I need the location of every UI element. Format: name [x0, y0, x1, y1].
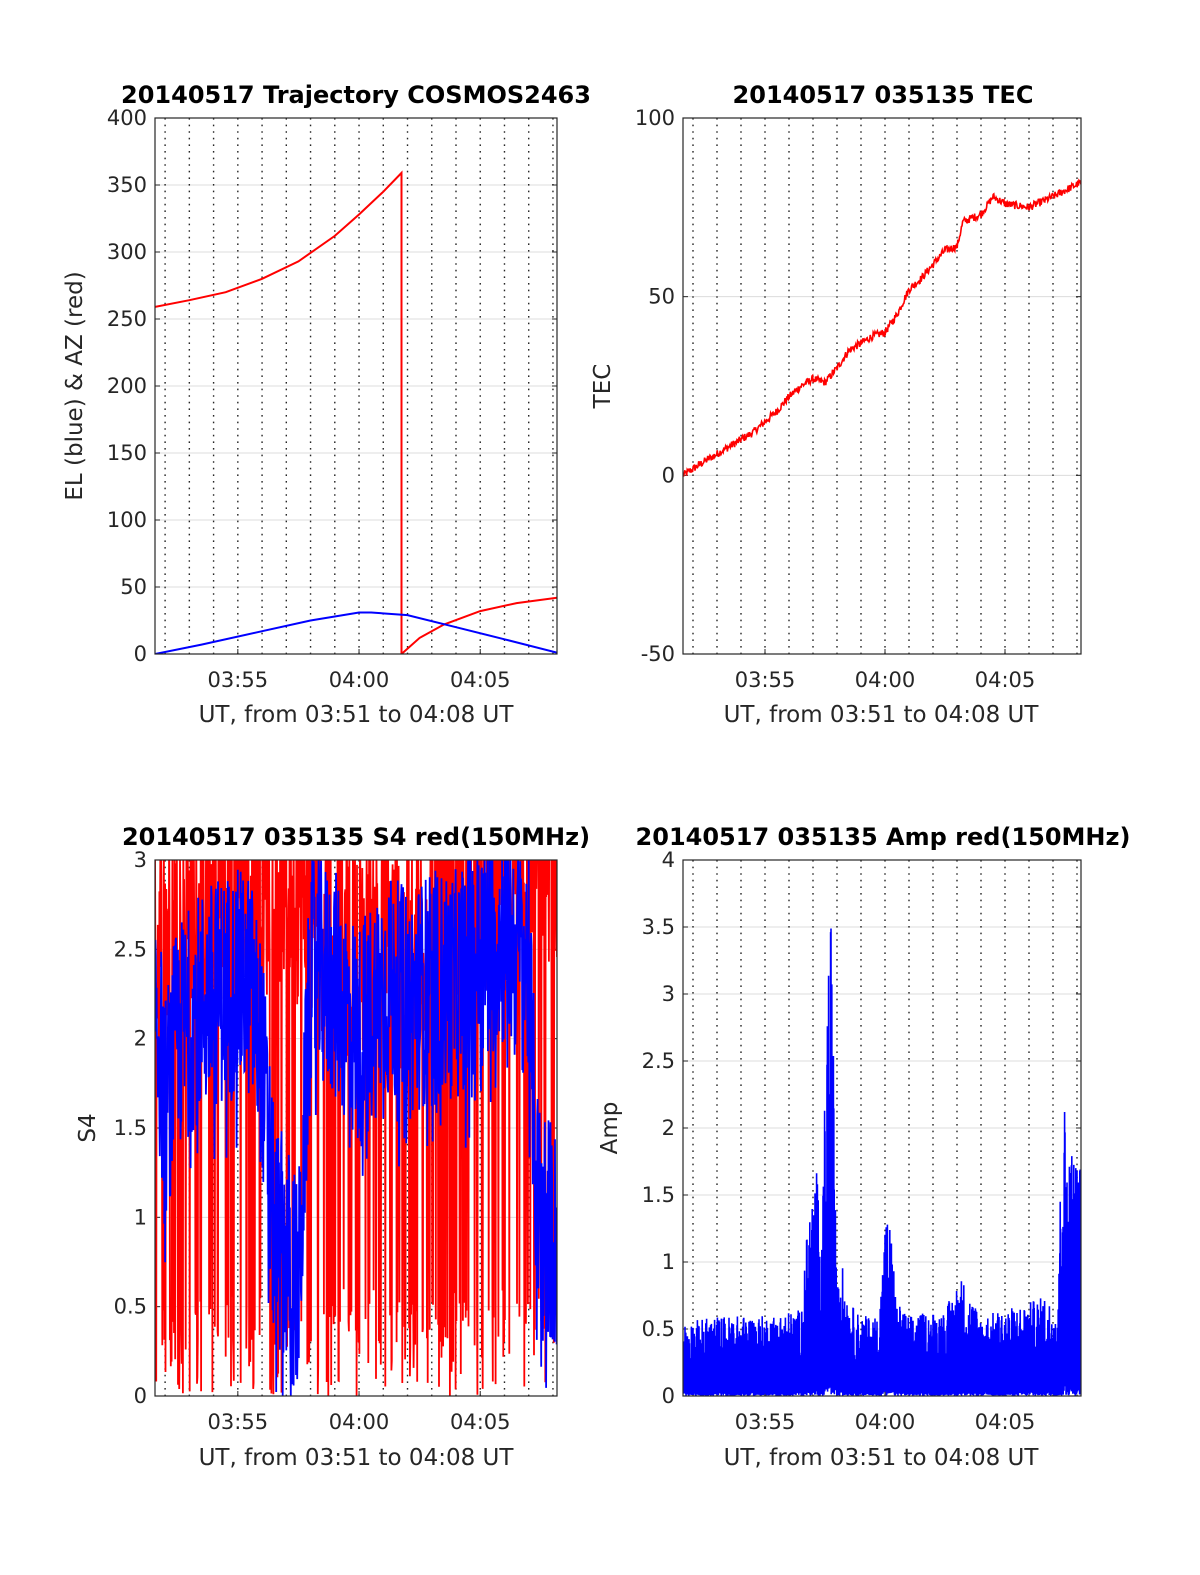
trajectory-series-0-line [400, 596, 557, 654]
tec-axes-box [682, 117, 1082, 655]
amp-ytick-label: 1 [662, 1250, 675, 1274]
tec-ylabel: TEC [590, 364, 616, 410]
s4-xtick-label: 04:00 [329, 1410, 390, 1434]
trajectory-ytick-label: 0 [134, 642, 147, 666]
amp-ytick-label: 3 [662, 982, 675, 1006]
tec-xlabel: UT, from 03:51 to 04:08 UT [724, 702, 1040, 728]
amp-xtick-label: 03:55 [735, 1410, 796, 1434]
s4-ytick-label: 3 [134, 848, 147, 872]
amp-xlabel: UT, from 03:51 to 04:08 UT [724, 1445, 1040, 1471]
amp-ytick-label: 2.5 [642, 1049, 675, 1073]
tec-ytick-label: 100 [635, 106, 675, 130]
amp-ytick-label: 4 [662, 848, 675, 872]
trajectory-ytick-label: 300 [107, 240, 147, 264]
amp-xtick-label: 04:00 [855, 1410, 916, 1434]
tec-xtick-label: 04:05 [975, 668, 1036, 692]
trajectory-ytick-label: 400 [107, 106, 147, 130]
tec-title: 20140517 035135 TEC [733, 81, 1034, 109]
tec-series [683, 178, 1081, 477]
trajectory-ytick-label: 100 [107, 508, 147, 532]
s4-ytick-label: 0.5 [114, 1295, 147, 1319]
s4-plot-area [155, 860, 557, 1396]
trajectory-panel: 20140517 Trajectory COSMOS2463 0 50 100 150… [62, 81, 591, 728]
amp-plot-area [683, 928, 1081, 1396]
amp-xtick-label: 04:05 [975, 1410, 1036, 1434]
s4-panel: 20140517 035135 S4 red(150MHz) 0 0.5 1 1.5 2… [75, 823, 590, 1471]
amp-ytick-label: 2 [662, 1116, 675, 1140]
trajectory-ytick-label: 350 [107, 173, 147, 197]
s4-series-0-line [155, 860, 557, 1396]
trajectory-ytick-label: 200 [107, 374, 147, 398]
s4-xtick-label: 03:55 [208, 1410, 269, 1434]
tec-xtick-label: 03:55 [735, 668, 796, 692]
s4-ytick-label: 2 [134, 1027, 147, 1051]
tec-ytick-label: 0 [662, 463, 675, 487]
trajectory-ytick-label: 150 [107, 441, 147, 465]
amp-ytick-label: 3.5 [642, 915, 675, 939]
trajectory-ticks: 0 50 100 150 200 250 300 350 400 03:55 04:00 04:05 [107, 106, 557, 692]
trajectory-xtick-label: 04:05 [450, 668, 511, 692]
amp-ylabel: Amp [597, 1102, 623, 1155]
tec-ytick-label: -50 [641, 642, 675, 666]
s4-ytick-label: 1 [134, 1205, 147, 1229]
trajectory-grid [155, 117, 557, 655]
trajectory-series-0-line [155, 170, 403, 654]
tec-ytick-label: 50 [648, 285, 675, 309]
trajectory-ytick-label: 250 [107, 307, 147, 331]
amp-series [683, 928, 1081, 1396]
trajectory-ytick-label: 50 [120, 575, 147, 599]
s4-ytick-label: 1.5 [114, 1116, 147, 1140]
amp-title: 20140517 035135 Amp red(150MHz) [636, 823, 1131, 851]
s4-ytick-label: 2.5 [114, 937, 147, 961]
tec-ticks: -50 0 50 100 03:55 04:00 04:05 [635, 106, 1081, 692]
s4-axes-box [154, 859, 558, 1397]
trajectory-title: 20140517 Trajectory COSMOS2463 [121, 81, 591, 109]
amp-ytick-label: 1.5 [642, 1183, 675, 1207]
tec-series-0-line [683, 178, 1081, 477]
trajectory-xtick-label: 04:00 [329, 668, 390, 692]
trajectory-xtick-label: 03:55 [208, 668, 269, 692]
s4-ytick-label: 0 [134, 1384, 147, 1408]
s4-ylabel: S4 [75, 1113, 101, 1142]
trajectory-series-1-line [155, 611, 557, 654]
trajectory-series [155, 170, 557, 654]
amp-axes-box [682, 859, 1082, 1397]
trajectory-ylabel: EL (blue) & AZ (red) [62, 271, 88, 500]
tec-plot-area [683, 178, 1081, 477]
amp-ticks: 0 0.5 1 1.5 2 2.5 3 3.5 4 03:55 04:00 04:05 [642, 848, 1081, 1434]
s4-xtick-label: 04:05 [450, 1410, 511, 1434]
trajectory-xlabel: UT, from 03:51 to 04:08 UT [199, 702, 515, 728]
trajectory-axes-box [154, 117, 558, 655]
amp-panel: 20140517 035135 Amp red(150MHz) 0 0.5 1 1.5… [597, 823, 1130, 1471]
amp-ytick-label: 0 [662, 1384, 675, 1408]
s4-series-1-line [155, 860, 557, 1396]
amp-series-0-line [683, 928, 1081, 1396]
tec-panel: 20140517 035135 TEC -50 0 50 100 03:55 04:00 0… [590, 81, 1082, 728]
trajectory-plot-area [155, 170, 557, 654]
s4-xlabel: UT, from 03:51 to 04:08 UT [199, 1445, 515, 1471]
s4-series [155, 860, 557, 1396]
amp-ytick-label: 0.5 [642, 1317, 675, 1341]
s4-title: 20140517 035135 S4 red(150MHz) [122, 823, 590, 851]
tec-xtick-label: 04:00 [855, 668, 916, 692]
